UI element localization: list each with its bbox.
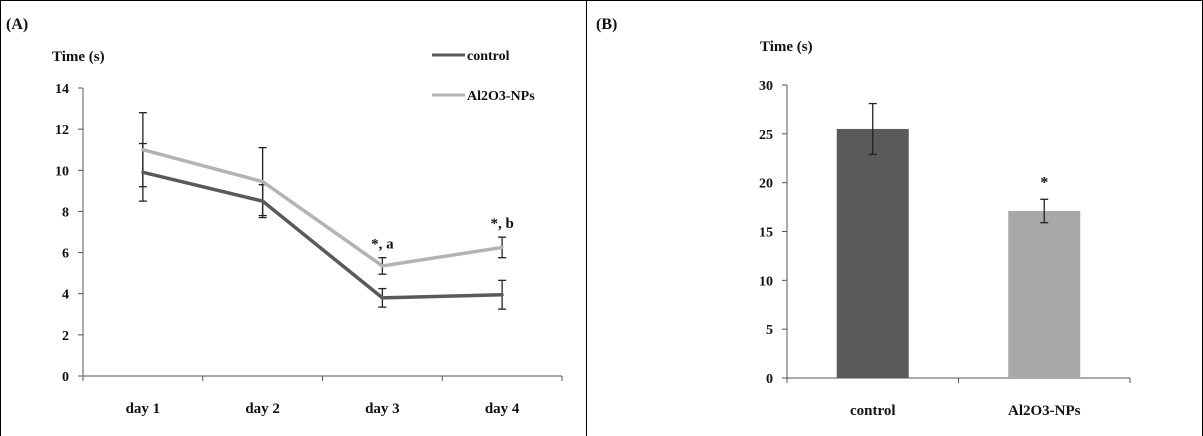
panel-a-y-tick-label: 4 (62, 288, 69, 303)
panel-a-x-tick-label: day 4 (485, 401, 520, 417)
panel-b-label: (B) (596, 16, 617, 33)
panel-b-y-tick-label: 5 (766, 323, 773, 338)
legend-label: Al2O3-NPs (467, 89, 535, 104)
data-point (380, 296, 384, 300)
figure-top-border (0, 0, 1203, 1)
figure-left-border (0, 0, 1, 436)
series-line-al2o3-nps (142, 148, 503, 268)
significance-annotation: * (1040, 174, 1048, 191)
data-point (141, 148, 145, 152)
panel-a-x-tick-label: day 3 (365, 401, 400, 417)
bar-control (836, 128, 909, 378)
panel-b-y-tick-label: 15 (759, 226, 773, 241)
significance-annotation: *, b (490, 216, 513, 232)
panel-divider (586, 0, 587, 436)
panel-a-x-tick-label: day 1 (126, 401, 161, 417)
panel-a-y-tick-label: 10 (55, 164, 69, 179)
legend-label: control (467, 49, 510, 64)
data-point (500, 245, 504, 250)
panel-a-y-tick-label: 12 (55, 123, 69, 138)
series-line-control (142, 170, 503, 300)
panel-a-x-tick-label: day 2 (245, 401, 280, 417)
bar-chart-panel-b: Time (s) 0 5 10 15 20 25 30 control Al2O3-NPs * (759, 39, 1131, 419)
panel-a-y-tick-label: 2 (62, 329, 69, 344)
data-point (500, 293, 504, 297)
line-chart-legend: control Al2O3-NPs (432, 49, 535, 104)
data-point (261, 199, 265, 203)
panel-b-y-tick-label: 0 (766, 372, 773, 387)
panel-a-y-tick-label: 0 (62, 370, 69, 385)
panel-a-y-tick-label: 8 (62, 205, 69, 220)
panel-b-y-tick-label: 20 (759, 177, 773, 192)
panel-b-y-axis-label: Time (s) (760, 39, 813, 55)
data-point (261, 180, 265, 184)
bar-al2o3-nps (1008, 210, 1081, 378)
panel-a-label: (A) (6, 16, 28, 33)
panel-a-y-tick-label: 14 (55, 82, 69, 97)
panel-b-y-tick-label: 30 (759, 79, 773, 94)
data-point (141, 170, 145, 174)
panel-b-y-tick-label: 10 (759, 274, 773, 289)
panel-a-y-axis-label: Time (s) (52, 49, 105, 65)
panel-b-y-tick-label: 25 (759, 128, 773, 143)
significance-annotation: *, a (371, 237, 394, 253)
data-point (380, 264, 384, 268)
panel-b-x-tick-label: Al2O3-NPs (1008, 403, 1081, 419)
panel-a-y-tick-label: 6 (62, 247, 69, 262)
line-chart-panel-a: Time (s) 0 2 4 6 8 10 12 14 day 1 day 2 day 3 day 4… (52, 49, 563, 417)
panel-b-x-tick-label: control (850, 403, 896, 419)
